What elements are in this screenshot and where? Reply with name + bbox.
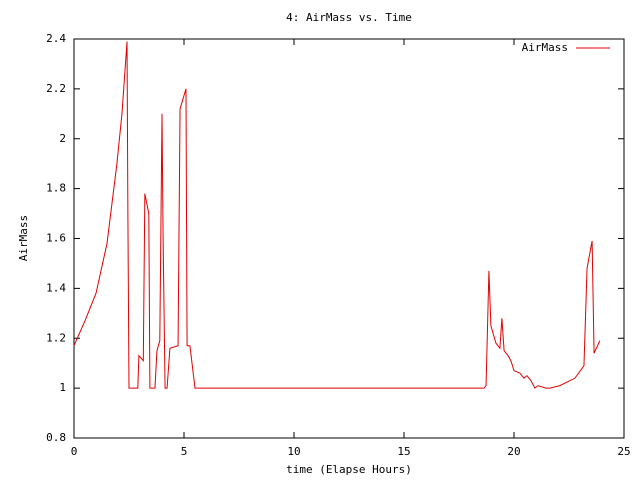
y-tick-label: 2.2 — [46, 82, 66, 95]
x-axis-label: time (Elapse Hours) — [286, 463, 412, 476]
y-tick-label: 1.8 — [46, 182, 66, 195]
x-tick-label: 20 — [507, 445, 520, 458]
y-tick-label: 1.2 — [46, 331, 66, 344]
y-tick-label: 2 — [59, 132, 66, 145]
y-tick-label: 0.8 — [46, 431, 66, 444]
legend-label: AirMass — [522, 41, 568, 54]
data-line — [73, 41, 601, 389]
x-tick-label: 10 — [287, 445, 300, 458]
x-tick-label: 5 — [181, 445, 188, 458]
y-tick-label: 2.4 — [46, 32, 66, 45]
x-tick-label: 15 — [397, 445, 410, 458]
y-tick-label: 1 — [59, 381, 66, 394]
x-tick-label: 25 — [617, 445, 630, 458]
x-tick-label: 0 — [71, 445, 78, 458]
y-axis-label: AirMass — [17, 215, 30, 261]
plot-border — [73, 38, 625, 439]
chart-title: 4: AirMass vs. Time — [286, 11, 412, 24]
y-tick-label: 1.4 — [46, 281, 66, 294]
y-tick-label: 1.6 — [46, 232, 66, 245]
